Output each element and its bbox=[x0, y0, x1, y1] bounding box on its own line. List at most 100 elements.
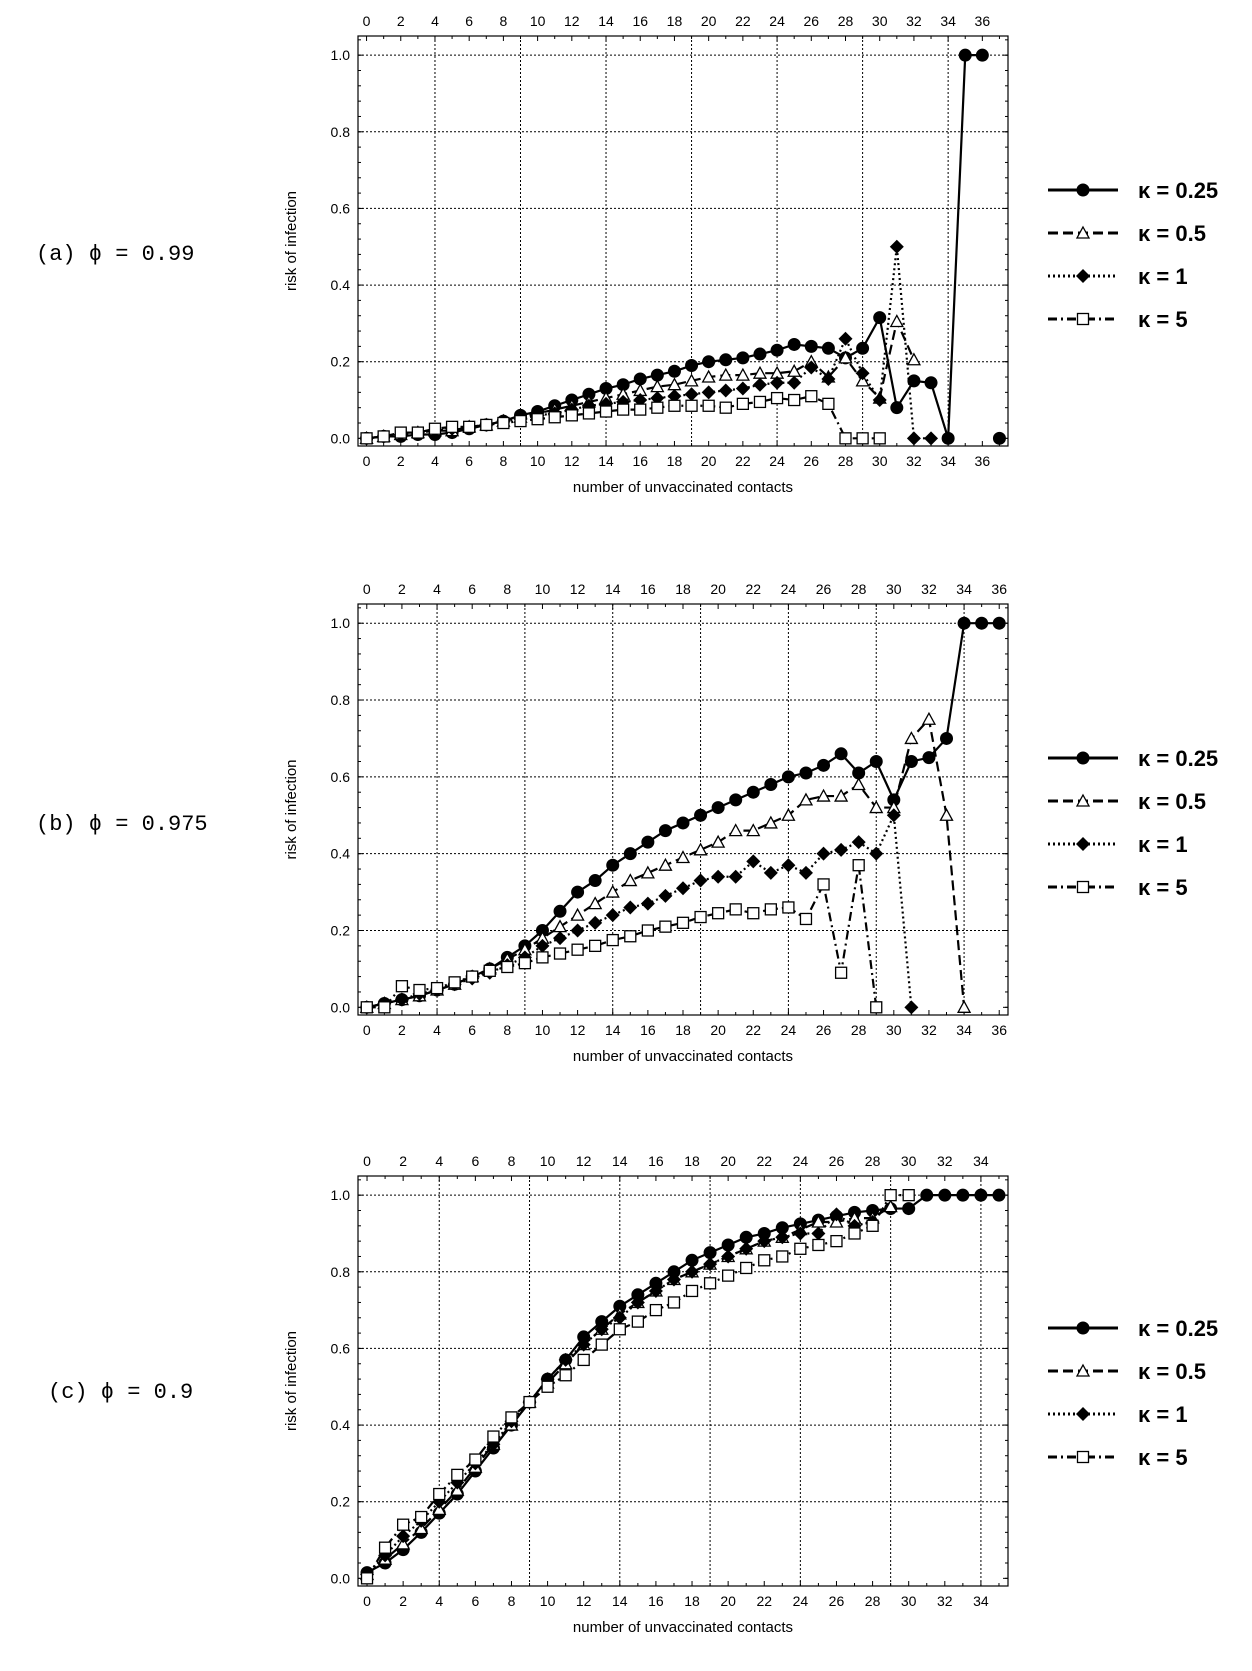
data-point bbox=[787, 375, 802, 390]
x-tick-label-top: 34 bbox=[956, 581, 972, 597]
data-point bbox=[613, 1323, 626, 1336]
data-point bbox=[834, 966, 848, 979]
x-tick-label-top: 10 bbox=[540, 1153, 556, 1169]
x-tick-label-top: 32 bbox=[906, 13, 922, 29]
data-point bbox=[851, 835, 866, 850]
x-tick-label-bottom: 28 bbox=[851, 1022, 867, 1038]
data-point bbox=[781, 770, 795, 784]
x-tick-label-bottom: 10 bbox=[535, 1022, 551, 1038]
x-tick-label-bottom: 28 bbox=[865, 1593, 881, 1609]
data-point bbox=[589, 939, 602, 953]
plot-frame bbox=[357, 35, 1009, 447]
data-point bbox=[883, 1199, 898, 1213]
data-point bbox=[685, 399, 698, 412]
y-tick-label: 1.0 bbox=[331, 1187, 351, 1203]
data-point bbox=[834, 747, 848, 761]
y-tick-label: 0.0 bbox=[331, 1570, 351, 1586]
legend-entry: κ = 1 bbox=[1138, 832, 1188, 857]
data-point bbox=[501, 960, 514, 974]
data-point bbox=[793, 1226, 808, 1241]
data-point bbox=[480, 418, 493, 432]
x-tick-label-bottom: 2 bbox=[398, 1022, 406, 1038]
data-point bbox=[764, 903, 777, 916]
data-point bbox=[812, 1238, 825, 1252]
data-point bbox=[753, 347, 767, 361]
series-line bbox=[366, 1205, 892, 1576]
data-point bbox=[667, 364, 681, 378]
data-point bbox=[907, 374, 921, 388]
x-tick-label-top: 16 bbox=[648, 1153, 664, 1169]
x-tick-label-bottom: 8 bbox=[503, 1022, 511, 1038]
series-line bbox=[366, 1194, 909, 1579]
data-point bbox=[469, 1453, 482, 1466]
legend: κ = 0.25 κ = 0.5 κ = 1 κ = 5 bbox=[1048, 746, 1218, 900]
data-point bbox=[838, 331, 853, 346]
data-point bbox=[571, 943, 584, 956]
data-point bbox=[763, 815, 778, 829]
legend-marker bbox=[1075, 1363, 1091, 1377]
data-point bbox=[975, 616, 989, 630]
x-tick-label-bottom: 6 bbox=[471, 1593, 479, 1609]
data-point bbox=[531, 413, 544, 426]
series-2 bbox=[359, 239, 939, 446]
legend-entry: κ = 5 bbox=[1138, 1445, 1188, 1470]
data-point bbox=[360, 432, 373, 445]
x-tick-label-bottom: 6 bbox=[468, 1022, 476, 1038]
data-point bbox=[684, 373, 699, 387]
data-point bbox=[718, 383, 733, 398]
data-point bbox=[958, 48, 972, 62]
x-axis-label: number of unvaccinated contacts bbox=[573, 479, 793, 496]
data-point bbox=[711, 834, 726, 848]
data-point bbox=[640, 896, 655, 911]
x-tick-label-bottom: 12 bbox=[564, 453, 580, 469]
legend-marker bbox=[1076, 880, 1090, 894]
x-tick-label-top: 12 bbox=[564, 13, 580, 29]
data-point bbox=[623, 900, 638, 915]
x-tick-label-top: 0 bbox=[363, 13, 371, 29]
data-point bbox=[630, 1295, 645, 1310]
x-tick-label-top: 0 bbox=[363, 1153, 371, 1169]
x-tick-label-bottom: 20 bbox=[701, 453, 717, 469]
legend-entry: κ = 0.25 bbox=[1138, 1316, 1218, 1341]
series-3 bbox=[360, 859, 883, 1014]
y-tick-label: 0.6 bbox=[331, 200, 351, 216]
data-point bbox=[938, 1188, 952, 1202]
y-tick-label: 0.6 bbox=[331, 1340, 351, 1356]
data-point bbox=[703, 1277, 717, 1290]
x-tick-label-top: 36 bbox=[975, 13, 991, 29]
data-point bbox=[776, 1250, 789, 1263]
data-point bbox=[606, 858, 620, 872]
data-point bbox=[594, 1322, 609, 1337]
x-axis-label: number of unvaccinated contacts bbox=[573, 1619, 793, 1636]
data-point bbox=[721, 1269, 735, 1282]
data-point bbox=[770, 391, 784, 405]
data-point bbox=[606, 933, 619, 947]
data-point bbox=[906, 352, 922, 366]
x-tick-label-bottom: 16 bbox=[640, 1022, 656, 1038]
data-point bbox=[829, 1214, 844, 1228]
legend-marker bbox=[1076, 312, 1090, 326]
series-line bbox=[366, 622, 1000, 1009]
x-tick-label-bottom: 26 bbox=[829, 1593, 845, 1609]
data-point bbox=[873, 432, 886, 445]
data-point bbox=[889, 239, 904, 254]
legend-marker bbox=[1075, 793, 1091, 807]
x-tick-label-top: 20 bbox=[720, 1153, 736, 1169]
data-point bbox=[782, 901, 795, 914]
x-tick-label-top: 8 bbox=[499, 13, 507, 29]
data-point bbox=[799, 912, 813, 926]
x-tick-label-top: 2 bbox=[398, 581, 406, 597]
data-point bbox=[817, 878, 830, 891]
data-point bbox=[396, 1518, 410, 1531]
x-tick-label-bottom: 34 bbox=[973, 1593, 989, 1609]
data-point bbox=[856, 341, 870, 355]
data-point bbox=[360, 1572, 374, 1585]
x-tick-label-bottom: 22 bbox=[735, 453, 751, 469]
data-point bbox=[624, 930, 637, 943]
data-point bbox=[866, 1219, 879, 1232]
x-tick-label-top: 8 bbox=[503, 581, 511, 597]
data-point bbox=[559, 1369, 572, 1382]
data-point bbox=[396, 1529, 411, 1544]
y-tick-label: 0.2 bbox=[331, 354, 351, 370]
x-tick-label-bottom: 6 bbox=[465, 453, 473, 469]
